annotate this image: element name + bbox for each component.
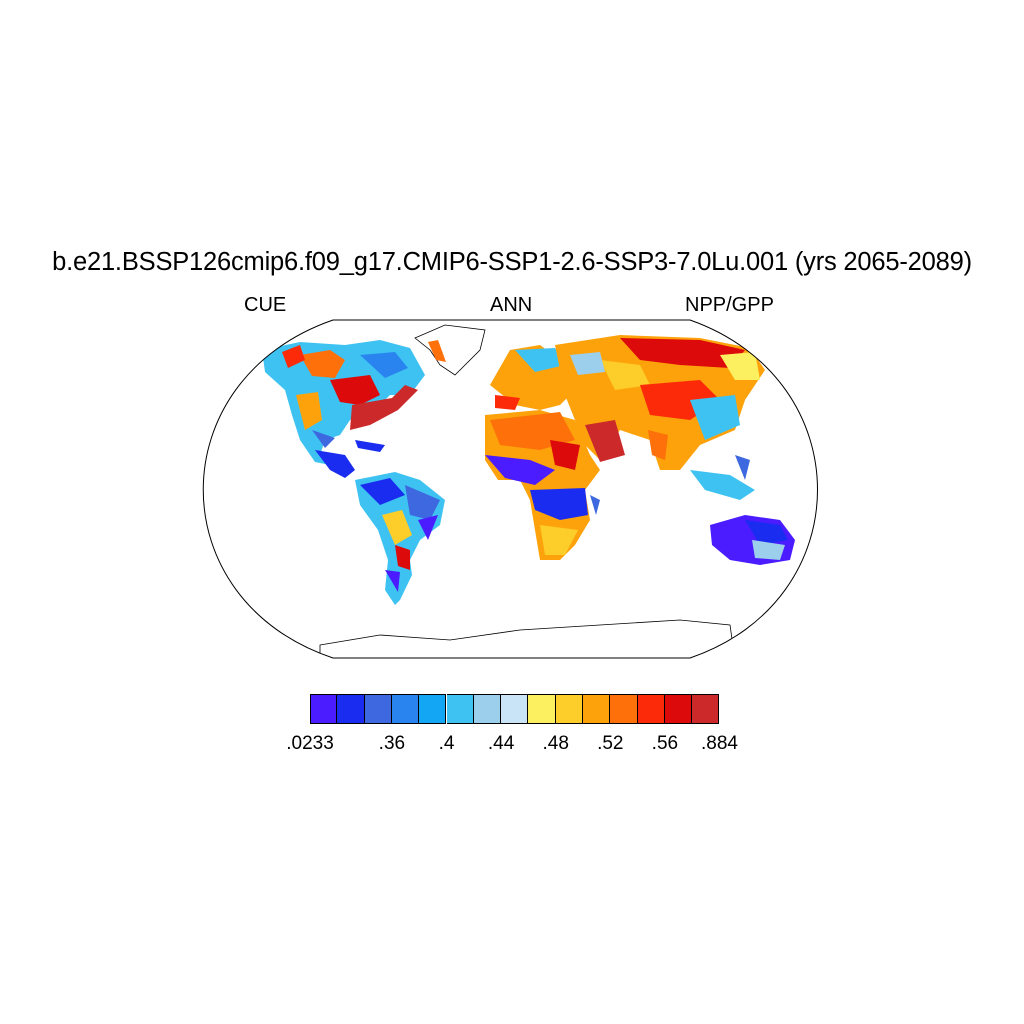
colorbar-tick-label: .48 (542, 733, 569, 754)
left-string: CUE (244, 294, 287, 316)
colorbar-swatch (446, 694, 474, 724)
colorbar-swatch (473, 694, 502, 724)
right-string: NPP/GPP (685, 294, 774, 316)
colorbar-swatch (583, 694, 611, 724)
colorbar-swatch (337, 694, 365, 724)
colorbar-swatch (555, 694, 583, 724)
colorbar-swatch (692, 694, 720, 724)
plot-title: b.e21.BSSP126cmip6.f09_g17.CMIP6-SSP1-2.… (52, 248, 972, 276)
colorbar-swatch (501, 694, 529, 724)
colorbar-tick-label: .56 (651, 733, 679, 754)
colorbar-tick-label: .36 (378, 733, 406, 754)
colorbar-tick-label: .44 (487, 733, 515, 754)
colorbar-swatch (664, 694, 693, 724)
colorbar-swatch (637, 694, 665, 724)
antarctica (319, 619, 736, 658)
colorbar-tick-label: .52 (597, 733, 624, 754)
colorbar-swatch (391, 694, 420, 724)
colorbar-swatch (528, 694, 556, 724)
colorbar-swatch (310, 694, 338, 724)
colorbar-tick-label: .0233 (286, 733, 334, 754)
land-fields (262, 324, 818, 658)
colorbar-swatch (610, 694, 638, 724)
colorbar-swatch (419, 694, 447, 724)
colorbar-tick-label: .4 (438, 733, 455, 754)
colorbar-tick-label: .884 (701, 733, 738, 754)
center-string: ANN (490, 294, 533, 316)
colorbar-swatch (364, 694, 392, 724)
map-frame (202, 319, 818, 659)
